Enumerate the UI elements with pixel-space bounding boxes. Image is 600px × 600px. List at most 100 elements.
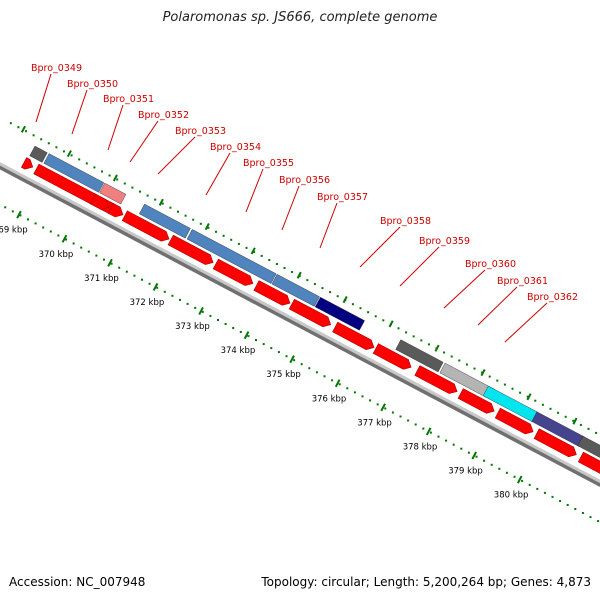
gene-label-bpro_0354: Bpro_0354	[210, 142, 261, 153]
kbp-major-tick	[516, 475, 523, 484]
genome-summary-label: Topology: circular; Length: 5,200,264 bp…	[261, 575, 591, 589]
gene-box-6	[271, 274, 320, 307]
kbp-tick-dot	[452, 443, 455, 446]
outer-major-tick	[20, 125, 26, 133]
kbp-tick-dot	[361, 395, 364, 398]
outer-tick-dot	[70, 154, 73, 157]
kbp-tick-dot	[179, 298, 181, 301]
kbp-tick-dot	[118, 266, 121, 269]
kbp-major-tick	[198, 306, 204, 315]
kbp-major-tick	[152, 282, 159, 291]
kbp-tick-dot	[262, 343, 265, 346]
outer-tick-dot	[336, 295, 339, 298]
kbp-tick-dot	[148, 282, 151, 285]
kbp-major-tick	[61, 234, 68, 243]
gene-feature-track	[29, 145, 600, 458]
kbp-tick-dot	[87, 250, 90, 253]
outer-tick-dot	[260, 254, 263, 257]
gene-leader-line	[359, 226, 401, 268]
cds-arrow-12	[414, 365, 458, 394]
gene-leader-line	[245, 168, 264, 213]
kbp-tick-dot	[171, 294, 174, 297]
kbp-tick-dot	[277, 351, 280, 354]
kbp-tick-dot	[255, 339, 257, 342]
outer-tick-track	[9, 122, 598, 434]
gene-label-layer: Bpro_0349 Bpro_0350 Bpro_0351 Bpro_0352 Bpro…	[31, 63, 578, 343]
outer-tick-dot	[564, 415, 567, 418]
outer-tick-dot	[458, 359, 461, 362]
outer-tick-dot	[587, 427, 590, 430]
outer-major-tick	[204, 223, 210, 231]
cds-arrow-8	[253, 280, 291, 306]
kbp-tick-dot	[551, 495, 554, 498]
outer-tick-dot	[47, 142, 50, 145]
kbp-tick-dot	[95, 254, 98, 257]
cds-arrow-9	[288, 298, 332, 328]
outer-tick-dot	[382, 319, 385, 322]
gene-label-bpro_0351: Bpro_0351	[103, 94, 154, 105]
kbp-tick-dot	[80, 246, 83, 249]
outer-tick-dot	[192, 218, 195, 221]
kbp-tick-dot	[528, 483, 531, 486]
kbp-tick-dot	[27, 218, 29, 221]
outer-tick-dot	[253, 250, 256, 253]
kbp-tick-dot	[536, 487, 539, 490]
kbp-tick-dot	[217, 319, 219, 321]
gene-label-bpro_0349: Bpro_0349	[31, 63, 82, 74]
kbp-tick-dot	[133, 274, 136, 277]
gene-leader-line	[157, 136, 196, 175]
kbp-tick-dot	[559, 500, 562, 502]
outer-tick-dot	[405, 331, 408, 334]
backbone-shadow	[0, 164, 600, 488]
outer-tick-dot	[595, 431, 598, 434]
outer-major-tick	[526, 393, 532, 401]
kbp-tick-dot	[224, 323, 227, 325]
kbp-tick-dot	[414, 423, 417, 426]
outer-tick-dot	[420, 339, 423, 342]
kbp-tick-dot	[49, 230, 52, 233]
kbp-tick-dot	[4, 206, 7, 209]
kbp-label: 374 kbp	[221, 346, 256, 356]
kbp-tick-dot	[247, 335, 250, 338]
genome-backbone	[0, 162, 600, 488]
outer-tick-dot	[131, 186, 134, 189]
outer-tick-dot	[154, 198, 157, 201]
kbp-tick-dot	[19, 214, 22, 217]
kbp-tick-dot	[72, 242, 75, 245]
outer-major-tick	[112, 174, 118, 182]
outer-tick-dot	[450, 355, 453, 358]
outer-tick-dot	[306, 279, 309, 282]
outer-major-tick	[342, 295, 348, 304]
gene-box-7	[314, 296, 365, 331]
kbp-tick-dot	[483, 459, 486, 462]
kbp-tick-dot	[110, 262, 113, 265]
cds-arrow-11	[372, 343, 412, 370]
kbp-tick-dot	[407, 419, 410, 422]
kbp-tick-dot	[293, 359, 296, 362]
kbp-tick-dot	[384, 407, 387, 410]
outer-tick-dot	[25, 130, 27, 133]
outer-tick-dot	[511, 387, 514, 390]
kbp-tick-dot	[308, 367, 311, 370]
outer-tick-dot	[503, 383, 506, 386]
gene-leader-line	[71, 89, 88, 135]
gene-leader-line	[399, 246, 440, 287]
outer-tick-dot	[465, 363, 468, 366]
cds-arrow-3	[89, 193, 110, 210]
kbp-tick-dot	[521, 479, 524, 482]
page-title: Polaromonas sp. JS666, complete genome	[162, 10, 438, 25]
kbp-tick-dot	[65, 238, 67, 241]
gene-box-5	[186, 229, 277, 284]
kbp-tick-dot	[597, 520, 600, 523]
outer-tick-dot	[291, 271, 294, 273]
kbp-label: 378 kbp	[403, 442, 438, 452]
outer-major-tick	[296, 271, 302, 279]
kbp-tick-dot	[353, 391, 356, 394]
outer-tick-dot	[473, 367, 476, 370]
kbp-tick-dot	[422, 427, 425, 430]
outer-major-tick	[66, 150, 72, 158]
cds-arrow-14	[494, 407, 534, 435]
outer-tick-dot	[177, 210, 179, 213]
outer-tick-dot	[146, 194, 149, 197]
outer-tick-dot	[40, 138, 43, 141]
